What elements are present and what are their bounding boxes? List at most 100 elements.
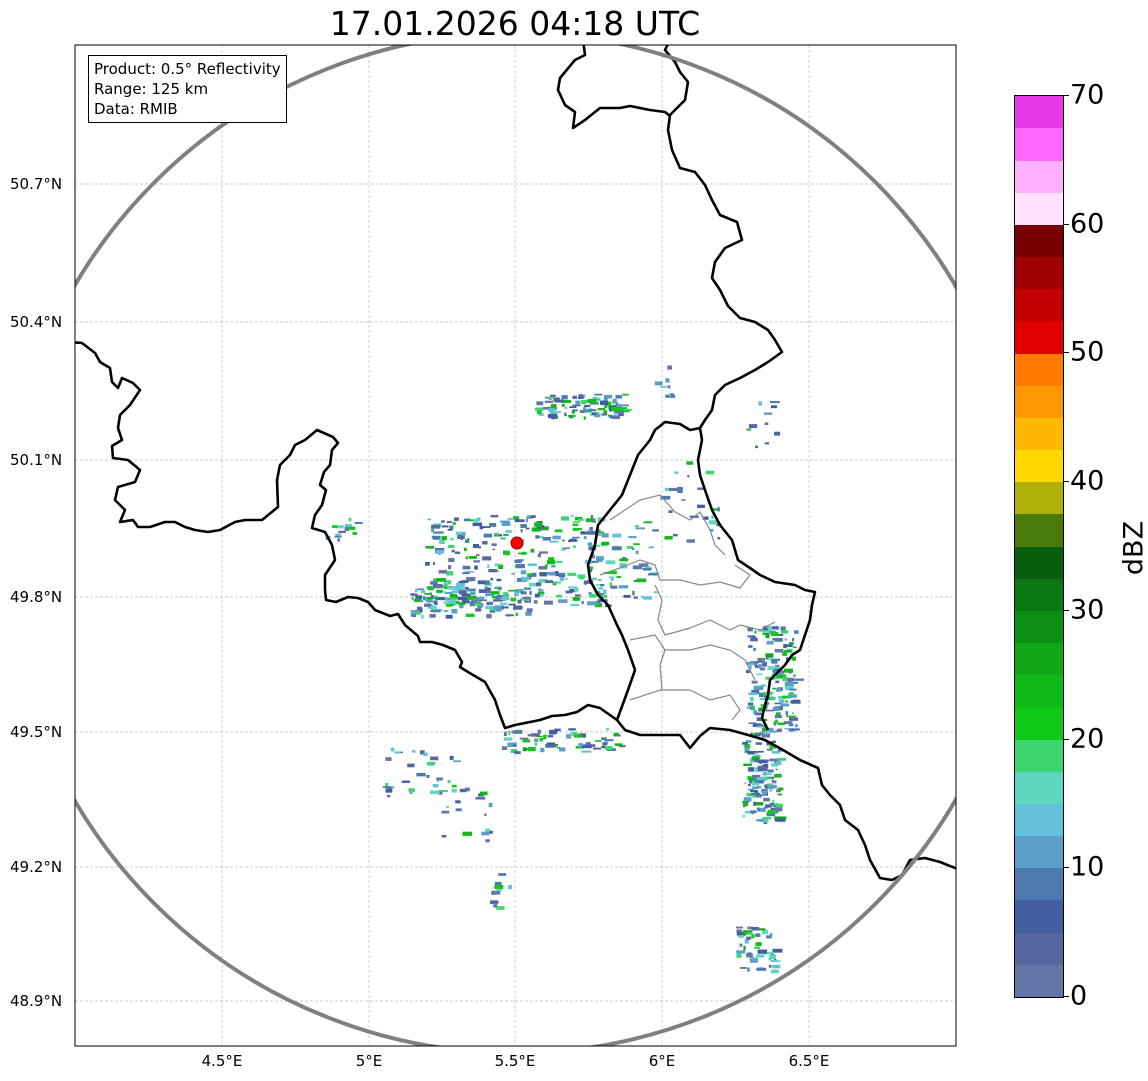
echo-pixel xyxy=(436,597,446,601)
echo-pixel xyxy=(611,546,622,551)
echo-pixel xyxy=(564,407,568,409)
echo-pixel xyxy=(751,636,757,639)
echo-pixel xyxy=(736,929,742,933)
echo-pixel xyxy=(449,597,457,601)
echo-pixel xyxy=(601,413,607,416)
echo-pixel xyxy=(530,548,535,553)
echo-pixel xyxy=(776,676,780,679)
echo-pixel xyxy=(585,742,591,745)
echo-pixel xyxy=(632,590,635,596)
echo-pixel xyxy=(553,397,560,402)
echo-pixel xyxy=(531,572,537,577)
echo-pixel xyxy=(467,588,476,592)
echo-pixel xyxy=(536,401,544,406)
echo-pixel xyxy=(432,562,436,565)
echo-pixel xyxy=(555,560,563,563)
echo-pixel xyxy=(492,548,496,551)
echo-pixel xyxy=(591,560,599,563)
echo-pixel xyxy=(540,589,544,592)
echo-pixel xyxy=(580,531,586,535)
echo-pixel xyxy=(776,688,782,692)
echo-pixel xyxy=(491,595,499,599)
echo-pixel xyxy=(583,407,587,411)
echo-pixel xyxy=(449,755,454,760)
echo-pixel xyxy=(454,551,461,555)
echo-pixel xyxy=(514,559,522,563)
echo-pixel xyxy=(457,596,468,601)
echo-pixel xyxy=(774,773,782,778)
netherlands-border xyxy=(556,45,671,130)
echo-pixel xyxy=(453,517,459,521)
echo-pixel xyxy=(490,577,494,581)
echo-pixel xyxy=(423,752,428,757)
echo-pixel xyxy=(430,605,437,610)
colorbar-bin xyxy=(1015,803,1063,837)
echo-pixel xyxy=(564,578,568,580)
colorbar-bin xyxy=(1015,224,1063,258)
echo-pixel xyxy=(774,431,781,436)
echo-pixel xyxy=(616,404,623,409)
echo-pixel xyxy=(421,590,426,594)
echo-pixel xyxy=(765,777,772,780)
echo-pixel xyxy=(572,521,581,523)
echo-pixel xyxy=(717,507,720,512)
echo-pixel xyxy=(773,721,777,726)
echo-pixel xyxy=(388,786,395,789)
echo-pixel xyxy=(556,746,561,749)
echo-pixel xyxy=(522,739,531,743)
echo-pixel xyxy=(777,793,783,796)
echo-pixel xyxy=(749,777,758,782)
echo-pixel xyxy=(747,926,753,930)
echo-pixel xyxy=(771,632,779,637)
echo-pixel xyxy=(660,386,669,388)
echo-pixel xyxy=(385,782,389,788)
echo-pixel xyxy=(501,606,509,609)
echo-pixel xyxy=(749,957,758,961)
echo-pixel xyxy=(416,772,426,777)
colorbar-tick-mark xyxy=(1063,223,1069,225)
colorbar-tick-mark xyxy=(1063,738,1069,740)
echo-pixel xyxy=(745,740,752,743)
echo-pixel xyxy=(465,556,468,560)
echo-pixel xyxy=(512,744,517,747)
lon-tick: 6.5°E xyxy=(788,1052,830,1070)
echo-pixel xyxy=(611,578,614,581)
echo-pixel xyxy=(469,601,476,607)
echo-pixel xyxy=(520,598,524,601)
colorbar-bin xyxy=(1015,739,1063,772)
echo-pixel xyxy=(475,609,482,612)
echo-pixel xyxy=(426,596,432,601)
echo-pixel xyxy=(649,572,660,575)
echo-pixel xyxy=(527,734,535,737)
echo-pixel xyxy=(758,732,763,736)
echo-pixel xyxy=(461,533,466,537)
echo-pixel xyxy=(572,536,580,539)
lat-tick: 49.5°N xyxy=(10,723,63,741)
colorbar-bin xyxy=(1015,771,1063,804)
colorbar-bin xyxy=(1015,964,1063,997)
echo-pixel xyxy=(505,529,512,533)
echo-pixel xyxy=(748,424,758,429)
echo-pixel xyxy=(772,687,777,690)
echo-pixel xyxy=(774,702,782,705)
echo-pixel xyxy=(522,747,527,752)
echo-pixel xyxy=(546,571,557,576)
echo-pixel xyxy=(436,550,444,554)
echo-pixel xyxy=(761,790,768,795)
radar-site-marker xyxy=(510,536,524,550)
echo-pixel xyxy=(765,653,774,658)
echo-pixel xyxy=(479,791,488,796)
echo-pixel xyxy=(654,381,663,386)
echo-pixel xyxy=(755,742,763,745)
echo-pixel xyxy=(471,598,479,601)
echo-pixel xyxy=(783,721,793,725)
canton-boundaries xyxy=(599,494,776,721)
echo-pixel xyxy=(748,664,752,670)
echo-pixel xyxy=(605,560,616,565)
echo-pixel xyxy=(573,734,583,738)
echo-pixel xyxy=(614,743,623,747)
echo-pixel xyxy=(653,591,659,594)
echo-pixel xyxy=(616,576,622,579)
echo-pixel xyxy=(777,658,780,662)
echo-pixel xyxy=(486,613,492,619)
